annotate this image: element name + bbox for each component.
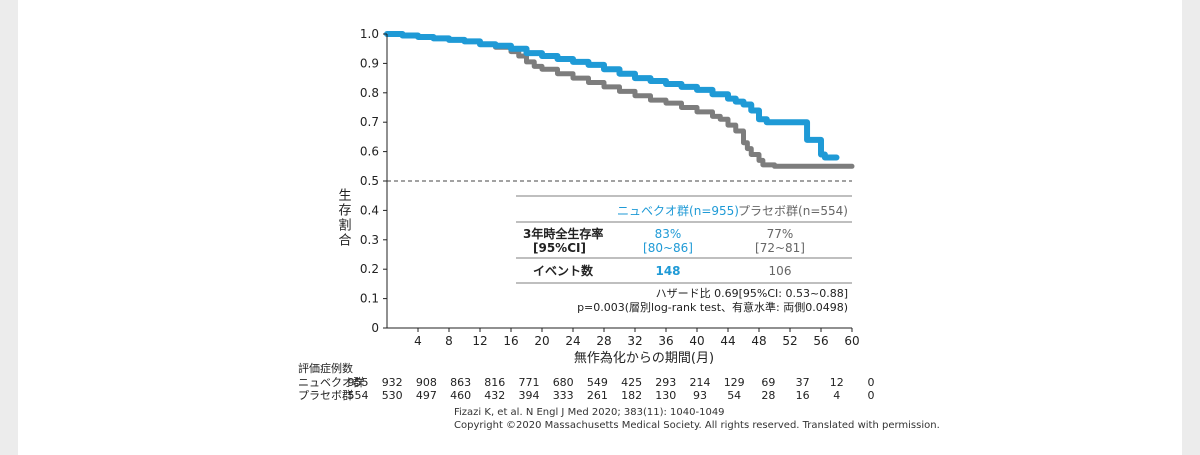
risk-row-label-nubeqa: ニュベクオ群: [298, 375, 364, 389]
risk-count: 54: [727, 389, 741, 402]
risk-row-placebo: 554 530 497 460 432 394 333 261 182 130 93 54 28 16 4 0: [348, 389, 875, 402]
x-tick-label: 12: [472, 334, 487, 348]
row1-label-1: 3年時全生存率: [523, 226, 603, 241]
x-tick-label: 8: [445, 334, 453, 348]
x-tick-label: 16: [503, 334, 518, 348]
risk-count: 93: [693, 389, 707, 402]
citation-line-2: Copyright ©2020 Massachusetts Medical So…: [454, 420, 940, 431]
risk-count: 425: [621, 376, 642, 389]
y-tick-label: 0.6: [360, 145, 379, 159]
risk-count: 0: [868, 376, 875, 389]
survival-curves: [384, 31, 855, 169]
y-tick-labels: 0 0.1 0.2 0.3 0.4 0.5 0.6 0.7 0.8 0.9 1.0: [360, 27, 387, 335]
y-tick-label: 0.1: [360, 292, 379, 306]
y-axis-label: 生存割合: [336, 188, 352, 248]
x-tick-label: 24: [565, 334, 580, 348]
risk-count: 771: [519, 376, 540, 389]
x-tick-label: 60: [844, 334, 859, 348]
risk-count: 497: [416, 389, 437, 402]
x-tick-labels: 4 8 12 16 20 24 28 32 36 40 44 48 52 56 60: [414, 328, 860, 348]
row2-nubeqa-value: 148: [655, 264, 680, 278]
y-tick-label: 0.8: [360, 86, 379, 100]
risk-count: 816: [484, 376, 505, 389]
risk-count: 261: [587, 389, 608, 402]
x-tick-label: 28: [596, 334, 611, 348]
x-tick-label: 56: [813, 334, 828, 348]
hazard-ratio-note: ハザード比 0.69[95%CI: 0.53~0.88]: [656, 287, 848, 300]
row1-nubeqa-value: 83%: [655, 227, 682, 241]
risk-count: 12: [830, 376, 844, 389]
risk-count: 549: [587, 376, 608, 389]
summary-table: ニュベクオ群(n=955) プラセボ群(n=554) 3年時全生存率 [95%C…: [516, 195, 852, 314]
x-tick-label: 36: [658, 334, 673, 348]
risk-count: 432: [484, 389, 505, 402]
x-axis-label: 無作為化からの期間(月): [574, 350, 714, 366]
y-tick-label: 0.4: [360, 203, 379, 217]
risk-count: 293: [655, 376, 676, 389]
risk-count: 37: [796, 376, 810, 389]
y-tick-label: 0.5: [360, 174, 379, 188]
x-tick-label: 20: [534, 334, 549, 348]
series-line-nubeqa: [384, 31, 840, 161]
series-line-placebo: [384, 31, 855, 169]
risk-count: 908: [416, 376, 437, 389]
risk-count: 680: [553, 376, 574, 389]
risk-count: 554: [348, 389, 369, 402]
kaplan-meier-chart: 00.10.20.30.40.50.60.70.80.91.0 4 8 12 16 20…: [298, 27, 940, 431]
x-tick-label: 48: [751, 334, 766, 348]
risk-count: 333: [553, 389, 574, 402]
risk-count: 130: [655, 389, 676, 402]
table-head-placebo: プラセボ群(n=554): [738, 204, 848, 218]
y-tick-label: 0.2: [360, 262, 379, 276]
row1-label-2: [95%CI]: [533, 241, 586, 255]
risk-count: 4: [833, 389, 840, 402]
row1-nubeqa-ci: [80~86]: [643, 241, 693, 255]
risk-count: 129: [724, 376, 745, 389]
row1-placebo-ci: [72~81]: [755, 241, 805, 255]
figure-card: 0 0.1 0.2 0.3 0.4 0.5 0.6 0.7 0.8 0.9 1.0 4 8 12 16 20…: [18, 0, 1182, 455]
row2-label: イベント数: [533, 263, 594, 278]
x-tick-label: 40: [689, 334, 704, 348]
risk-row-label-placebo: プラセボ群: [298, 388, 353, 402]
risk-count: 863: [450, 376, 471, 389]
row1-placebo-value: 77%: [767, 227, 794, 241]
x-tick-label: 52: [782, 334, 797, 348]
risk-count: 460: [450, 389, 471, 402]
x-tick-label: 4: [414, 334, 422, 348]
x-tick-label: 44: [720, 334, 735, 348]
y-tick-label: 1.0: [360, 27, 379, 41]
risk-count: 530: [382, 389, 403, 402]
risk-count: 16: [796, 389, 810, 402]
risk-count: 28: [761, 389, 775, 402]
y-tick-label: 0.3: [360, 233, 379, 247]
risk-count: 932: [382, 376, 403, 389]
risk-count: 394: [519, 389, 540, 402]
risk-count: 955: [348, 376, 369, 389]
table-head-nubeqa: ニュベクオ群(n=955): [617, 204, 739, 218]
x-tick-label: 32: [627, 334, 642, 348]
risk-row-nubeqa: 955 932 908 863 816 771 680 549 425 293 214 129 69 37…: [348, 376, 875, 389]
risk-table-title: 評価症例数: [298, 361, 353, 375]
p-value-note: p=0.003(層別log-rank test、有意水準: 両側0.0498): [577, 300, 848, 314]
risk-count: 69: [761, 376, 775, 389]
risk-count: 182: [621, 389, 642, 402]
y-tick-label: 0: [371, 321, 379, 335]
risk-count: 214: [690, 376, 711, 389]
y-tick-label: 0.7: [360, 115, 379, 129]
y-tick-label: 0.9: [360, 56, 379, 70]
risk-count: 0: [868, 389, 875, 402]
citation-line-1: Fizazi K, et al. N Engl J Med 2020; 383(…: [454, 407, 725, 418]
row2-placebo-value: 106: [769, 264, 792, 278]
